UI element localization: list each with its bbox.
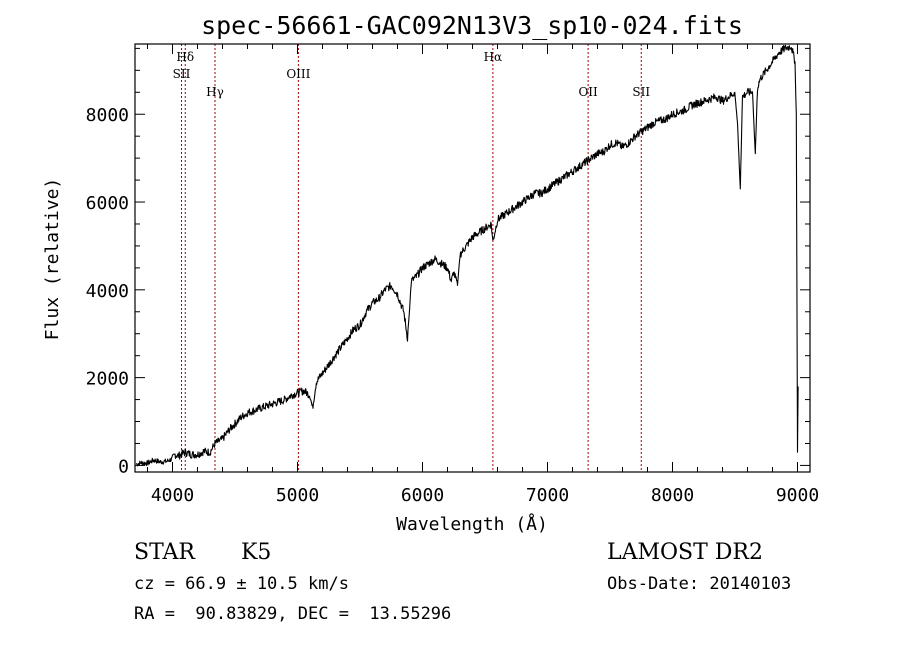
x-tick-label: 5000 [276, 485, 319, 506]
plot-frame [134, 43, 811, 473]
spectral-line-label: OIII [286, 67, 310, 81]
spectral-line-label: Hγ [206, 85, 224, 99]
y-tick-label: 8000 [86, 105, 129, 126]
spectral-line-label: OII [578, 85, 598, 99]
observation-date: Obs-Date: 20140103 [607, 574, 792, 594]
y-tick-label: 2000 [86, 369, 129, 390]
spectral-line-label: Hα [484, 50, 503, 64]
axis-ticks: 4000 5000 6000 7000 8000 9000 0 2000 4000 6000 800… [86, 44, 819, 506]
y-tick-label: 4000 [86, 281, 129, 302]
object-class: STAR [134, 540, 195, 565]
x-tick-label: 8000 [651, 485, 694, 506]
coordinates-readout: RA = 90.83829, DEC = 13.55296 [134, 604, 452, 624]
spectral-line-markers: Hδ SII Hγ OIII Hα OII SII [173, 44, 650, 472]
x-tick-label: 7000 [526, 485, 569, 506]
x-tick-label: 9000 [776, 485, 819, 506]
y-axis-label: Flux (relative) [42, 178, 63, 341]
y-tick-label: 0 [118, 456, 129, 477]
x-tick-label: 6000 [401, 485, 444, 506]
y-tick-label: 6000 [86, 193, 129, 214]
spectral-line-label: SII [173, 67, 191, 81]
velocity-readout: cz = 66.9 ± 10.5 km/s [134, 574, 349, 594]
survey-release: LAMOST DR2 [607, 540, 763, 565]
x-tick-label: 4000 [151, 485, 194, 506]
chart-title: spec-56661-GAC092N13V3_sp10-024.fits [201, 11, 743, 40]
spectrum-line [135, 44, 799, 467]
spectral-line-label: Hδ [176, 50, 194, 64]
spectral-line-label: SII [632, 85, 650, 99]
x-axis-label: Wavelength (Å) [396, 513, 548, 535]
object-subclass: K5 [241, 540, 272, 565]
